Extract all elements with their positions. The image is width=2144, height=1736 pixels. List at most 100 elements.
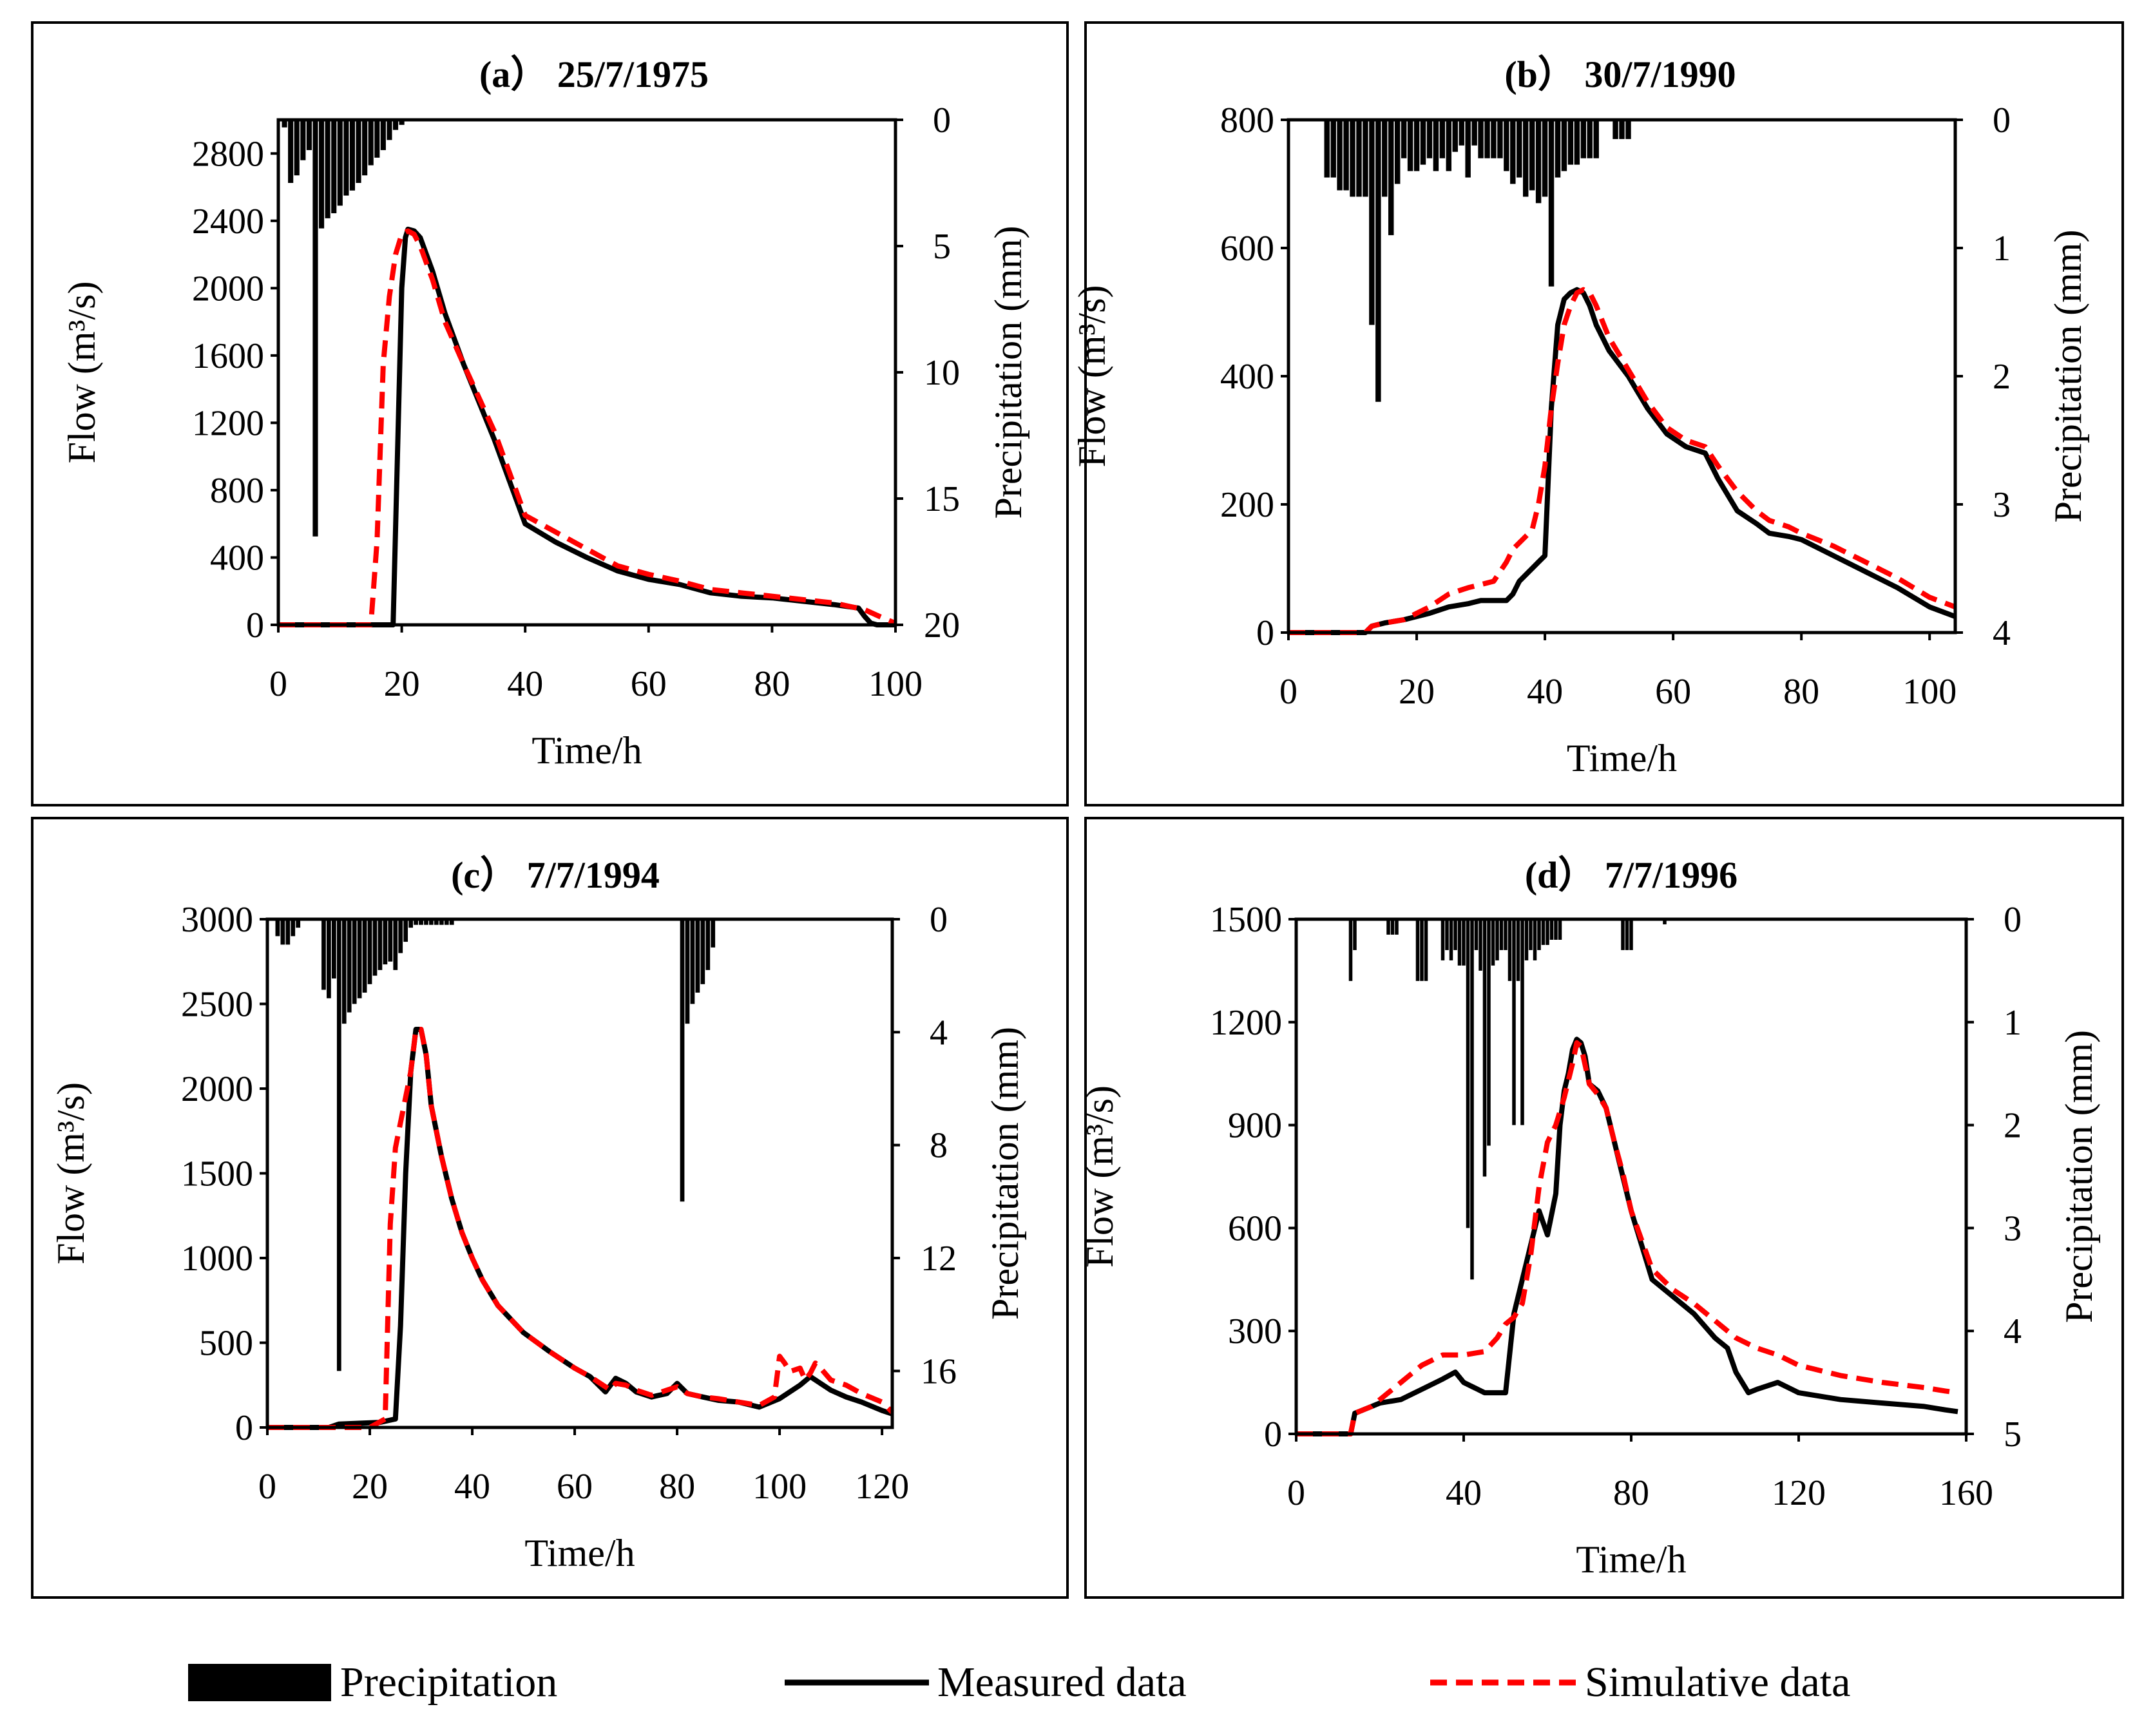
x-axis-title: Time/h bbox=[531, 729, 642, 772]
precipitation-bar bbox=[1580, 120, 1587, 158]
precipitation-bar bbox=[419, 919, 423, 925]
precipitation-bar bbox=[393, 919, 398, 970]
y-tick-label: 2000 bbox=[192, 269, 264, 309]
precipitation-bar bbox=[399, 120, 405, 125]
precipitation-bar bbox=[1478, 120, 1484, 158]
precipitation-bar bbox=[1537, 919, 1541, 950]
y-tick-label: 1500 bbox=[1210, 900, 1282, 940]
precipitation-bar bbox=[1363, 120, 1368, 197]
x-tick-label: 80 bbox=[754, 664, 790, 704]
precipitation-bar bbox=[1440, 919, 1445, 960]
precipitation-bar bbox=[288, 120, 294, 183]
y2-tick-label: 2 bbox=[1993, 357, 2011, 397]
precipitation-bar bbox=[439, 919, 444, 925]
precipitation-bar bbox=[1508, 919, 1512, 981]
precipitation-bar bbox=[1495, 919, 1499, 960]
precipitation-bar bbox=[700, 919, 705, 984]
precipitation-bar bbox=[1499, 919, 1504, 950]
precipitation-bar bbox=[280, 919, 285, 945]
precipitation-bar bbox=[1619, 120, 1625, 139]
precipitation-bar bbox=[1574, 120, 1580, 165]
precipitation-bar bbox=[388, 919, 393, 962]
precipitation-bar bbox=[1375, 120, 1381, 402]
precipitation-bar bbox=[1446, 120, 1452, 171]
precipitation-bar bbox=[1510, 120, 1516, 184]
y-tick-label: 300 bbox=[1228, 1312, 1282, 1351]
precipitation-bar bbox=[1542, 120, 1548, 197]
y-tick-label: 400 bbox=[1220, 357, 1274, 397]
y-tick-label: 900 bbox=[1228, 1106, 1282, 1146]
precipitation-bar bbox=[1470, 919, 1474, 1280]
precipitation-bar bbox=[1407, 120, 1413, 171]
precipitation-bar bbox=[1522, 120, 1529, 197]
precipitation-bar bbox=[690, 919, 695, 1004]
precipitation-bar bbox=[1330, 120, 1336, 178]
y2-tick-label: 3 bbox=[2004, 1208, 2022, 1248]
precipitation-bar bbox=[1452, 120, 1458, 152]
y-axis-title: Flow (m³/s) bbox=[1071, 285, 1113, 467]
chart-panels: (a） 25/7/1975040080012001600200024002800… bbox=[31, 21, 2124, 1599]
precipitation-bar bbox=[380, 120, 386, 151]
precipitation-bar bbox=[1433, 120, 1439, 171]
precipitation-bar bbox=[403, 919, 408, 942]
precipitation-bar bbox=[1324, 120, 1330, 178]
precipitation-bar bbox=[685, 919, 690, 1024]
panel-title: (b） 30/7/1990 bbox=[1504, 53, 1736, 95]
precipitation-bar bbox=[282, 120, 287, 128]
precipitation-bar bbox=[296, 919, 301, 928]
y-tick-label: 1000 bbox=[181, 1239, 253, 1279]
precipitation-bar bbox=[362, 120, 368, 176]
precipitation-bar bbox=[1449, 919, 1453, 960]
x-tick-label: 40 bbox=[1446, 1473, 1482, 1513]
y-tick-label: 2500 bbox=[181, 985, 253, 1025]
precipitation-bar bbox=[337, 120, 343, 206]
precipitation-bar bbox=[1474, 919, 1479, 950]
precipitation-bar bbox=[1415, 919, 1420, 981]
precipitation-bar bbox=[1484, 120, 1490, 158]
panel-frame bbox=[31, 817, 1069, 1599]
precipitation-bar bbox=[705, 919, 711, 970]
x-tick-label: 0 bbox=[258, 1467, 276, 1507]
precipitation-bar bbox=[1459, 120, 1464, 146]
y-tick-label: 1500 bbox=[181, 1154, 253, 1194]
y-tick-label: 2000 bbox=[181, 1069, 253, 1109]
y2-tick-label: 16 bbox=[921, 1351, 957, 1391]
y2-tick-label: 2 bbox=[2004, 1106, 2022, 1146]
x-axis-title: Time/h bbox=[1567, 737, 1677, 779]
y2-tick-label: 10 bbox=[924, 353, 960, 393]
precipitation-bar bbox=[1548, 120, 1555, 287]
precipitation-bar bbox=[1426, 120, 1433, 158]
precipitation-bar bbox=[1504, 919, 1508, 950]
precipitation-bar bbox=[347, 919, 352, 1013]
precipitation-bar bbox=[1369, 120, 1375, 325]
y-tick-label: 200 bbox=[1220, 485, 1274, 525]
legend: Precipitation Measured data Simulative d… bbox=[188, 1659, 1850, 1706]
precipitation-bar bbox=[1516, 919, 1520, 981]
y-tick-label: 600 bbox=[1228, 1208, 1282, 1248]
precipitation-bar bbox=[1491, 919, 1495, 966]
precipitation-bar bbox=[294, 120, 300, 176]
y2-tick-label: 0 bbox=[2004, 900, 2022, 940]
precipitation-bar bbox=[1613, 120, 1618, 139]
y2-tick-label: 3 bbox=[1993, 485, 2011, 525]
precipitation-bar bbox=[368, 120, 374, 166]
x-tick-label: 0 bbox=[269, 664, 287, 704]
precipitation-bar bbox=[424, 919, 428, 925]
precipitation-bar bbox=[1663, 919, 1667, 924]
precipitation-bar bbox=[1386, 919, 1390, 935]
precipitation-bar bbox=[367, 919, 372, 984]
y-tick-label: 2400 bbox=[192, 202, 264, 242]
y-tick-label: 1600 bbox=[192, 336, 264, 376]
x-tick-label: 100 bbox=[752, 1467, 807, 1507]
legend-precipitation-label: Precipitation bbox=[340, 1659, 557, 1706]
precipitation-bar bbox=[1625, 919, 1629, 950]
precipitation-bar bbox=[327, 919, 331, 998]
y2-tick-label: 5 bbox=[2004, 1415, 2022, 1455]
precipitation-bar bbox=[312, 120, 318, 537]
precipitation-bar bbox=[306, 120, 312, 151]
precipitation-bar bbox=[321, 919, 326, 990]
precipitation-bar bbox=[398, 919, 403, 953]
precipitation-bar bbox=[275, 919, 280, 937]
precipitation-bar bbox=[1629, 919, 1633, 950]
y-tick-label: 400 bbox=[210, 538, 264, 578]
